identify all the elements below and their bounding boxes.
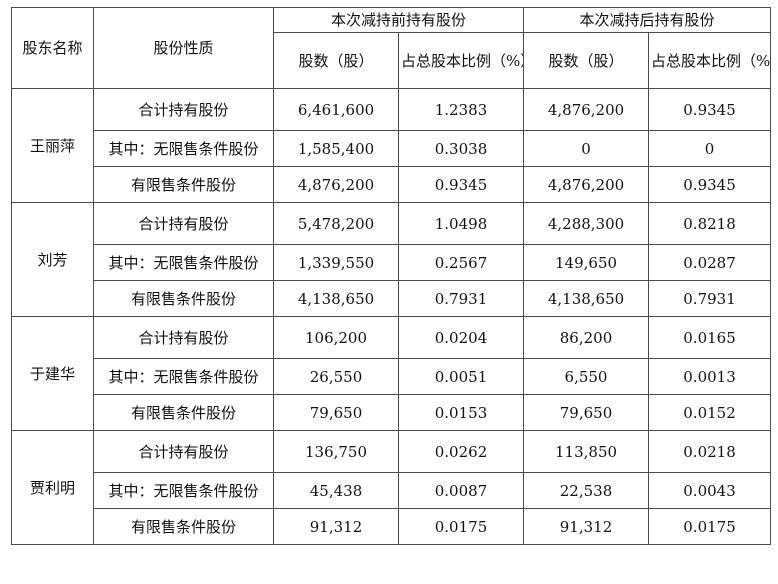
table-row: 其中：无限售条件股份 1,339,550 0.2567 149,650 0.02… <box>12 244 772 281</box>
after-ratio-cell: 0.0175 <box>648 508 772 545</box>
header-before-ratio: 占总股本比例（%） <box>397 32 525 89</box>
after-shares-cell: 113,850 <box>523 430 650 473</box>
before-ratio-cell: 0.0153 <box>397 394 525 431</box>
share-type-cell: 合计持有股份 <box>93 316 274 359</box>
share-type-cell: 合计持有股份 <box>93 88 274 131</box>
before-shares-cell: 91,312 <box>273 508 399 545</box>
shareholder-name-cell: 贾利明 <box>11 430 94 545</box>
header-before-reduction: 本次减持前持有股份 <box>272 7 525 33</box>
before-ratio-cell: 0.7931 <box>397 280 525 317</box>
after-ratio-cell: 0.9345 <box>648 88 772 131</box>
before-shares-cell: 6,461,600 <box>273 88 399 131</box>
header-after-ratio: 占总股本比例（%） <box>648 32 772 89</box>
before-shares-cell: 26,550 <box>273 358 399 395</box>
table-row: 其中：无限售条件股份 26,550 0.0051 6,550 0.0013 <box>12 358 772 395</box>
before-ratio-cell: 0.0204 <box>397 316 525 359</box>
after-shares-cell: 22,538 <box>523 472 650 509</box>
before-shares-cell: 5,478,200 <box>273 202 399 245</box>
table-row: 有限售条件股份 79,650 0.0153 79,650 0.0152 <box>12 394 772 431</box>
table-row: 王丽萍 合计持有股份 6,461,600 1.2383 4,876,200 0.… <box>11 88 772 203</box>
before-shares-cell: 4,876,200 <box>273 166 399 203</box>
before-ratio-cell: 0.0175 <box>397 508 525 545</box>
table-row: 刘芳 合计持有股份 5,478,200 1.0498 4,288,300 0.8… <box>11 202 772 317</box>
share-type-cell: 其中：无限售条件股份 <box>93 472 274 509</box>
shareholder-name-cell: 于建华 <box>11 316 94 431</box>
after-ratio-cell: 0 <box>648 130 772 167</box>
share-type-cell: 有限售条件股份 <box>93 394 274 431</box>
before-ratio-cell: 0.9345 <box>397 166 525 203</box>
header-before-shares: 股数（股） <box>273 32 399 89</box>
before-shares-cell: 1,339,550 <box>273 244 399 281</box>
after-shares-cell: 91,312 <box>523 508 650 545</box>
after-shares-cell: 6,550 <box>523 358 650 395</box>
table-row: 其中：无限售条件股份 45,438 0.0087 22,538 0.0043 <box>12 472 772 509</box>
after-ratio-cell: 0.0218 <box>648 430 772 473</box>
before-ratio-cell: 0.0051 <box>397 358 525 395</box>
header-shareholder-name: 股东名称 <box>11 7 94 89</box>
shareholder-name-cell: 刘芳 <box>11 202 94 317</box>
before-ratio-cell: 0.2567 <box>397 244 525 281</box>
before-ratio-cell: 0.0262 <box>397 430 525 473</box>
header-after-shares: 股数（股） <box>523 32 650 89</box>
after-ratio-cell: 0.0165 <box>648 316 772 359</box>
after-shares-cell: 4,876,200 <box>523 166 650 203</box>
shareholding-change-table: 股东名称 股份性质 本次减持前持有股份 本次减持后持有股份 股数（股） 占总股本… <box>11 7 772 545</box>
before-shares-cell: 1,585,400 <box>273 130 399 167</box>
before-ratio-cell: 0.3038 <box>397 130 525 167</box>
table-row: 有限售条件股份 91,312 0.0175 91,312 0.0175 <box>12 508 772 545</box>
before-shares-cell: 45,438 <box>273 472 399 509</box>
table-row: 于建华 合计持有股份 106,200 0.0204 86,200 0.0165 <box>11 316 772 431</box>
after-shares-cell: 4,876,200 <box>523 88 650 131</box>
share-type-cell: 有限售条件股份 <box>93 280 274 317</box>
table-row: 有限售条件股份 4,876,200 0.9345 4,876,200 0.934… <box>12 166 772 203</box>
header-after-reduction: 本次减持后持有股份 <box>523 7 772 33</box>
after-shares-cell: 4,288,300 <box>523 202 650 245</box>
header-share-type: 股份性质 <box>93 7 274 89</box>
after-ratio-cell: 0.8218 <box>648 202 772 245</box>
share-type-cell: 其中：无限售条件股份 <box>93 244 274 281</box>
after-ratio-cell: 0.0013 <box>648 358 772 395</box>
after-ratio-cell: 0.7931 <box>648 280 772 317</box>
after-shares-cell: 0 <box>523 130 650 167</box>
table-row: 贾利明 合计持有股份 136,750 0.0262 113,850 0.0218 <box>11 430 772 545</box>
before-ratio-cell: 1.2383 <box>397 88 525 131</box>
before-shares-cell: 4,138,650 <box>273 280 399 317</box>
table-row: 有限售条件股份 4,138,650 0.7931 4,138,650 0.793… <box>12 280 772 317</box>
after-shares-cell: 4,138,650 <box>523 280 650 317</box>
share-type-cell: 其中：无限售条件股份 <box>93 358 274 395</box>
share-type-cell: 其中：无限售条件股份 <box>93 130 274 167</box>
share-type-cell: 合计持有股份 <box>93 202 274 245</box>
table-row: 其中：无限售条件股份 1,585,400 0.3038 0 0 <box>12 130 772 167</box>
before-shares-cell: 136,750 <box>273 430 399 473</box>
share-type-cell: 合计持有股份 <box>93 430 274 473</box>
shareholder-name-cell: 王丽萍 <box>11 88 94 203</box>
before-ratio-cell: 1.0498 <box>397 202 525 245</box>
after-ratio-cell: 0.9345 <box>648 166 772 203</box>
share-type-cell: 有限售条件股份 <box>93 166 274 203</box>
share-type-cell: 有限售条件股份 <box>93 508 274 545</box>
after-ratio-cell: 0.0043 <box>648 472 772 509</box>
after-shares-cell: 149,650 <box>523 244 650 281</box>
after-ratio-cell: 0.0152 <box>648 394 772 431</box>
after-shares-cell: 79,650 <box>523 394 650 431</box>
before-shares-cell: 106,200 <box>273 316 399 359</box>
after-shares-cell: 86,200 <box>523 316 650 359</box>
before-shares-cell: 79,650 <box>273 394 399 431</box>
after-ratio-cell: 0.0287 <box>648 244 772 281</box>
before-ratio-cell: 0.0087 <box>397 472 525 509</box>
